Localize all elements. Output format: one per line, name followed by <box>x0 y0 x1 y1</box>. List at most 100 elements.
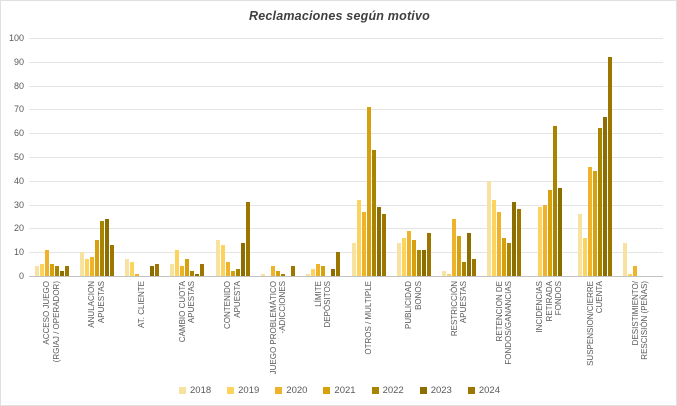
category-label: RESTRICCIÓN APUESTAS <box>437 281 482 374</box>
bar-2019 <box>537 206 542 276</box>
legend-swatch <box>227 387 235 394</box>
legend-label: 2024 <box>478 385 500 396</box>
category-label-line: FONDOS <box>554 281 564 316</box>
category-label: LÍMITE DEPÓSITOS <box>301 281 346 374</box>
bar-2018 <box>351 242 356 276</box>
bar-group <box>74 38 119 276</box>
bar-2019 <box>311 268 316 276</box>
bar-2022 <box>371 149 376 276</box>
legend-item-2022: 2022 <box>371 385 404 396</box>
category-label: RETENCION DE FONDOS/GANANCIAS <box>482 281 527 374</box>
y-tick-label: 40 <box>13 175 24 186</box>
bar-2019 <box>356 199 361 276</box>
bar-2023 <box>104 218 109 276</box>
gridline <box>29 38 663 39</box>
bar-2020 <box>44 249 49 276</box>
bar-2023 <box>421 249 426 276</box>
bar-2021 <box>185 259 190 276</box>
legend-item-2018: 2018 <box>179 385 211 396</box>
bar-2021 <box>94 240 99 276</box>
bar-2018 <box>442 271 447 276</box>
bar-2022 <box>281 273 286 276</box>
bar-2018 <box>170 264 175 276</box>
bar-2019 <box>492 199 497 276</box>
category-label-line: (RGIAJ / OPERADOR) <box>51 281 61 363</box>
legend-label: 2021 <box>334 385 356 396</box>
gridline <box>29 180 663 182</box>
plot-area <box>29 38 663 276</box>
bar-2022 <box>54 266 59 276</box>
bar-group <box>255 38 300 276</box>
legend: 2018 2019 2020 2021 2022 2023 2024 <box>1 385 676 396</box>
category-label-line: SUSPENSION/CIERRE <box>585 281 595 366</box>
bar-group <box>210 38 255 276</box>
bar-2024 <box>381 214 386 276</box>
gridline <box>29 61 663 63</box>
y-tick-label: 10 <box>13 247 24 258</box>
bar-2024 <box>109 245 114 276</box>
bar-2024 <box>517 209 522 276</box>
category-label-line: APUESTAS <box>187 281 197 324</box>
bar-2019 <box>220 245 225 276</box>
legend-item-2021: 2021 <box>323 385 356 396</box>
category-label-line: DEPÓSITOS <box>323 281 333 328</box>
bar-2020 <box>452 218 457 276</box>
category-label: CONTENIDO APUESTA <box>210 281 255 374</box>
bar-2019 <box>401 237 406 276</box>
bar-group <box>482 38 527 276</box>
category-label: JUEGO PROBLEMÁTICO -ADICCIONES <box>255 281 300 374</box>
gridline <box>29 85 663 87</box>
bar-2019 <box>39 264 44 276</box>
gridline <box>29 157 663 158</box>
bar-2024 <box>200 264 205 276</box>
legend-item-2020: 2020 <box>275 385 307 396</box>
category-label-line: ACCESO JUEGO <box>42 281 52 345</box>
bar-2018 <box>34 266 39 276</box>
bar-2020 <box>497 211 502 276</box>
bar-2020 <box>588 166 593 276</box>
category-label: ACCESO JUEGO (RGIAJ / OPERADOR) <box>29 281 74 374</box>
bar-2020 <box>271 266 276 276</box>
bar-2021 <box>411 240 416 276</box>
bar-2024 <box>245 202 250 276</box>
bar-2022 <box>416 249 421 276</box>
bar-2018 <box>623 242 628 276</box>
bar-2022 <box>507 242 512 276</box>
bar-2021 <box>547 190 552 276</box>
bar-2024 <box>426 233 431 276</box>
category-label: AT. CLIENTE <box>120 281 165 374</box>
chart-title: Reclamaciones según motivo <box>249 9 430 23</box>
category-label-line: RESTRICCIÓN <box>449 281 459 337</box>
bar-2021 <box>502 237 507 276</box>
category-label-line: JUEGO PROBLEMÁTICO <box>268 281 278 375</box>
bar-2018 <box>306 273 311 276</box>
category-label-line: APUESTAS <box>459 281 469 324</box>
bar-2020 <box>542 204 547 276</box>
legend-swatch <box>275 387 283 394</box>
bar-2020 <box>361 211 366 276</box>
y-tick-label: 70 <box>13 104 24 115</box>
legend-label: 2022 <box>382 385 404 396</box>
y-tick-label: 0 <box>18 271 24 281</box>
y-tick-label: 30 <box>13 199 24 210</box>
y-tick-label: 90 <box>13 56 24 67</box>
bar-2022 <box>190 271 195 276</box>
category-label-line: ANULACION <box>87 281 97 328</box>
bar-2023 <box>603 116 608 276</box>
bar-2024 <box>155 264 160 276</box>
category-label-line: PUBLICIDAD <box>404 281 414 330</box>
bar-2020 <box>316 264 321 276</box>
category-label-line: CUENTA <box>595 281 605 314</box>
bar-2021 <box>230 271 235 276</box>
bar-group <box>165 38 210 276</box>
x-axis-labels: ACCESO JUEGO (RGIAJ / OPERADOR) ANULACION A… <box>29 281 663 374</box>
category-label-line: LÍMITE <box>313 281 323 307</box>
category-label: SUSPENSION/CIERRE CUENTA <box>572 281 617 374</box>
category-label: CAMBIO CUOTA APUESTAS <box>165 281 210 374</box>
bar-2023 <box>557 187 562 276</box>
legend-item-2019: 2019 <box>227 385 259 396</box>
category-label-line: FONDOS/GANANCIAS <box>504 281 514 365</box>
bar-2020 <box>406 230 411 276</box>
bar-2019 <box>583 237 588 276</box>
